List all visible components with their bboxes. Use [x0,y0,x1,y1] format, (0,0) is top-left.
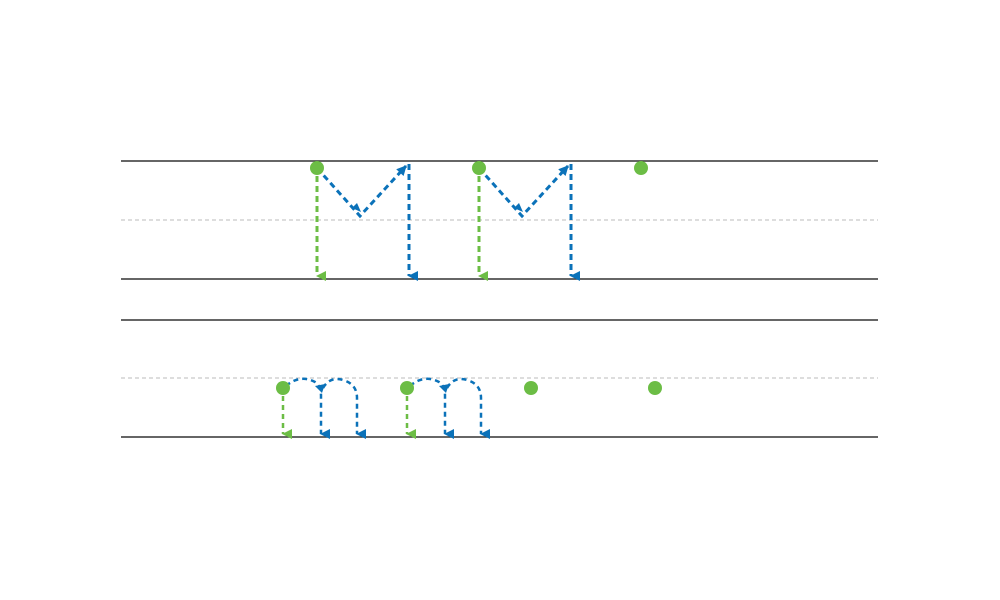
start-dot [276,381,290,395]
uppercase-row [121,160,878,281]
lowercase-row [121,319,878,439]
second-hump [321,377,366,439]
direction-arrow [315,384,325,393]
direction-arrow [352,203,361,212]
letter-guide-lowercase-m [400,377,490,439]
second-hump [445,377,490,439]
direction-arrow [439,384,449,393]
zigzag-stroke [315,164,408,219]
first-hump [409,377,454,439]
direction-arrow [514,203,523,212]
start-dot [310,161,324,175]
first-hump [285,377,330,439]
practice-start-dot [648,381,662,395]
letter-guide-uppercase-m [472,161,580,281]
start-dot [472,161,486,175]
zigzag-stroke [477,164,570,219]
start-dot [400,381,414,395]
letter-guide-uppercase-m [310,161,418,281]
practice-start-dot [634,161,648,175]
letter-guide-lowercase-m [276,377,366,439]
practice-start-dot [524,381,538,395]
